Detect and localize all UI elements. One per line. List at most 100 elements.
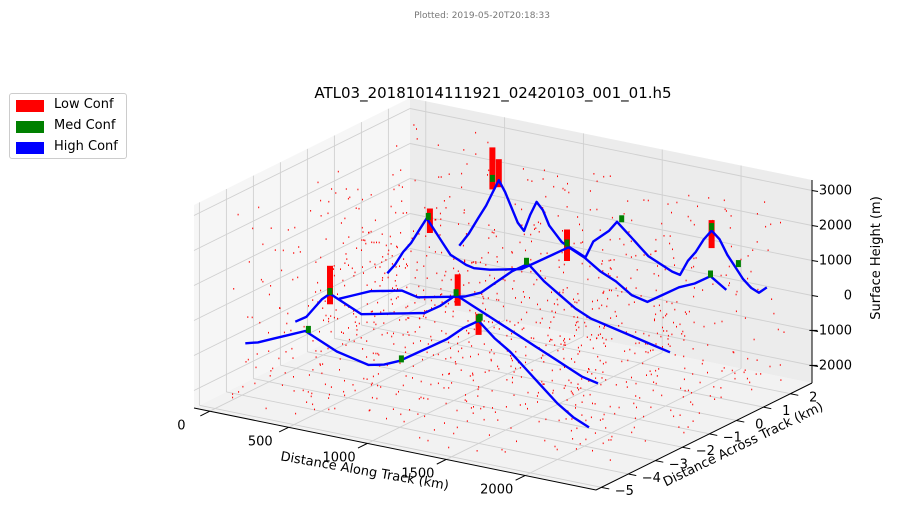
low-conf-point <box>472 412 474 414</box>
low-conf-point <box>362 231 364 233</box>
low-conf-point <box>520 318 522 321</box>
low-conf-point <box>488 434 490 436</box>
low-conf-point <box>599 229 601 231</box>
low-conf-point <box>672 248 673 251</box>
low-conf-point <box>371 310 373 313</box>
low-conf-point <box>353 310 355 312</box>
low-conf-point <box>603 290 605 293</box>
low-conf-point <box>353 340 355 342</box>
low-conf-point <box>744 369 746 371</box>
low-conf-point <box>362 266 363 268</box>
low-conf-point <box>403 420 405 423</box>
grid-y-floor-7 <box>388 311 791 395</box>
low-conf-point <box>646 374 647 376</box>
low-conf-point <box>514 203 516 206</box>
pane-floor <box>194 301 812 490</box>
low-conf-point <box>730 215 732 217</box>
low-conf-point <box>650 253 652 256</box>
low-conf-point <box>736 290 738 293</box>
low-conf-point <box>541 317 543 320</box>
low-conf-column-1 <box>495 159 502 188</box>
low-conf-point <box>530 270 532 273</box>
low-conf-point <box>260 278 262 281</box>
low-conf-point <box>491 390 493 392</box>
low-conf-point <box>366 321 368 324</box>
y-tick-label-5: 0 <box>755 417 763 432</box>
low-conf-point <box>584 321 586 324</box>
low-conf-point <box>655 238 657 241</box>
low-conf-point <box>685 313 687 315</box>
low-conf-point <box>278 357 280 360</box>
low-conf-point <box>387 253 389 255</box>
low-conf-point <box>357 188 359 191</box>
low-conf-point <box>320 199 322 202</box>
low-conf-point <box>512 376 513 379</box>
grid-y-floor-6 <box>361 324 764 408</box>
low-conf-point <box>616 276 618 278</box>
low-conf-point <box>454 361 456 363</box>
low-conf-point <box>511 252 513 254</box>
med-conf-point-13 <box>398 355 404 363</box>
tick-y-3 <box>682 446 691 450</box>
low-conf-point <box>629 348 631 351</box>
low-conf-point <box>589 190 591 192</box>
low-conf-point <box>635 287 637 289</box>
plotted-timestamp: Plotted: 2019-05-20T20:18:33 <box>414 11 550 21</box>
low-conf-point <box>614 412 616 415</box>
low-conf-point <box>390 298 392 301</box>
low-conf-point <box>441 293 443 295</box>
low-conf-point <box>488 369 490 372</box>
low-conf-point <box>494 411 496 413</box>
low-conf-point <box>315 291 317 293</box>
low-conf-point <box>523 233 525 236</box>
low-conf-point <box>475 312 477 314</box>
low-conf-point <box>570 429 572 432</box>
low-conf-point <box>431 307 432 309</box>
low-conf-point <box>586 316 588 319</box>
low-conf-point <box>671 211 672 214</box>
low-conf-point <box>436 207 438 209</box>
low-conf-point <box>571 358 572 360</box>
low-conf-point <box>688 310 690 313</box>
low-conf-point <box>371 382 373 385</box>
low-conf-point <box>602 418 604 420</box>
low-conf-point <box>362 348 364 350</box>
low-conf-point <box>315 261 317 263</box>
low-conf-point <box>611 289 612 292</box>
low-conf-column-0 <box>489 147 496 190</box>
low-conf-point <box>592 347 594 350</box>
low-conf-point <box>473 406 474 408</box>
low-conf-point <box>575 329 577 331</box>
low-conf-point <box>389 235 391 238</box>
low-conf-point <box>572 393 574 396</box>
low-conf-point <box>270 285 272 287</box>
low-conf-point <box>354 321 356 323</box>
low-conf-point <box>450 356 452 359</box>
low-conf-point <box>337 170 339 173</box>
low-conf-point <box>425 316 427 319</box>
low-conf-point <box>539 308 541 310</box>
low-conf-point <box>379 266 381 268</box>
low-conf-point <box>255 366 257 369</box>
low-conf-point <box>575 321 577 324</box>
low-conf-point <box>664 268 666 271</box>
low-conf-point <box>430 299 432 302</box>
low-conf-point <box>447 302 449 305</box>
low-conf-point <box>521 224 523 226</box>
low-conf-point <box>684 335 686 337</box>
low-conf-point <box>453 267 455 270</box>
low-conf-point <box>723 367 725 369</box>
low-conf-point <box>281 269 283 272</box>
low-conf-point <box>348 264 349 266</box>
low-conf-point <box>586 336 588 338</box>
low-conf-point <box>483 297 485 300</box>
tick-x-4 <box>515 475 526 481</box>
low-conf-point <box>575 448 577 450</box>
low-conf-point <box>635 331 637 333</box>
low-conf-point <box>397 288 398 290</box>
low-conf-point <box>730 245 732 248</box>
low-conf-point <box>610 268 612 270</box>
low-conf-point <box>458 223 459 225</box>
low-conf-point <box>693 223 695 226</box>
